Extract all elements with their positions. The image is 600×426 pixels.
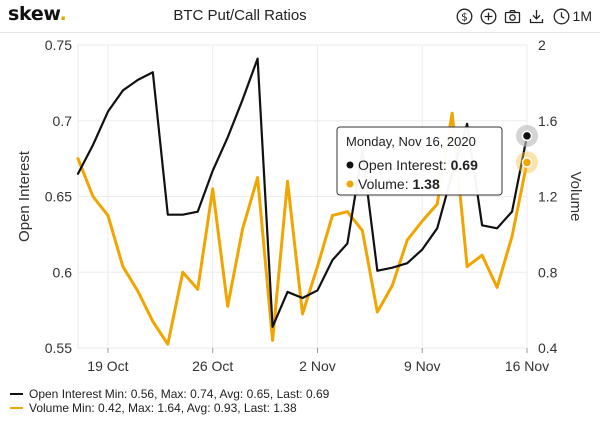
tooltip-oi-row: Open Interest: 0.69 bbox=[358, 157, 478, 173]
download-icon bbox=[529, 9, 544, 23]
legend-label-volume: Volume bbox=[29, 401, 70, 415]
right-axis-tick-label: 1.2 bbox=[538, 189, 558, 205]
left-axis-tick-label: 0.55 bbox=[45, 340, 72, 356]
volume-series-line bbox=[76, 111, 529, 346]
tooltip-date: Monday, Nov 16, 2020 bbox=[346, 134, 476, 149]
svg-text:$: $ bbox=[461, 11, 468, 23]
left-axis-tick-label: 0.6 bbox=[53, 264, 73, 280]
left-axis-tick-label: 0.75 bbox=[45, 37, 72, 53]
chart-title: BTC Put/Call Ratios bbox=[173, 7, 307, 24]
left-axis-tick-label: 0.7 bbox=[53, 113, 73, 129]
add-icon bbox=[480, 8, 497, 24]
legend-stats-volume: Min: 0.42, Max: 1.64, Avg: 0.93, Last: 1… bbox=[72, 401, 297, 415]
time-range-selector[interactable]: 1M bbox=[549, 8, 596, 25]
add-series-button[interactable] bbox=[477, 5, 501, 27]
time-range-label: 1M bbox=[572, 8, 592, 24]
logo-text: skew bbox=[8, 3, 60, 25]
x-axis-tick-label: 16 Nov bbox=[505, 358, 549, 374]
x-axis-tick-label: 9 Nov bbox=[404, 358, 441, 374]
skew-logo[interactable]: skew. bbox=[8, 3, 67, 25]
x-axis-tick-label: 19 Oct bbox=[87, 358, 128, 374]
open-interest-hover-point bbox=[521, 130, 533, 142]
chart-header: skew. BTC Put/Call Ratios $ 1M bbox=[0, 0, 600, 33]
screenshot-button[interactable] bbox=[501, 5, 525, 27]
right-axis-tick-label: 0.8 bbox=[538, 264, 558, 280]
legend-item-volume[interactable]: Volume Min: 0.42, Max: 1.64, Avg: 0.93, … bbox=[10, 401, 329, 415]
put-call-ratio-chart: 0.55 0.6 0.65 0.7 0.75 0.4 0.8 1.2 1.6 2 19 Oct 26 … bbox=[16, 37, 584, 374]
right-axis-tick-label: 0.4 bbox=[538, 340, 558, 356]
dollar-icon: $ bbox=[456, 8, 473, 24]
camera-icon bbox=[504, 9, 521, 23]
volume-hover-point bbox=[521, 157, 533, 168]
currency-toggle-button[interactable]: $ bbox=[453, 5, 477, 27]
left-axis-tick-label: 0.65 bbox=[45, 189, 72, 205]
tooltip-volume-label: Volume: bbox=[358, 176, 412, 192]
tooltip-oi-label: Open Interest: bbox=[358, 157, 451, 173]
clock-icon bbox=[553, 8, 569, 24]
tooltip-volume-value: 1.38 bbox=[412, 176, 439, 192]
legend-label-open-interest: Open Interest bbox=[29, 387, 102, 401]
legend-stats-open-interest: Min: 0.56, Max: 0.74, Avg: 0.65, Last: 0… bbox=[104, 387, 330, 401]
x-axis-tick-label: 26 Oct bbox=[192, 358, 233, 374]
chart-toolbar: $ 1M bbox=[453, 5, 596, 27]
download-button[interactable] bbox=[525, 5, 549, 27]
right-axis-title: Volume bbox=[567, 171, 584, 221]
chart-legend: Open Interest Min: 0.56, Max: 0.74, Avg:… bbox=[10, 387, 329, 415]
right-axis-tick-label: 1.6 bbox=[538, 113, 558, 129]
legend-swatch-open-interest bbox=[10, 393, 23, 395]
legend-swatch-volume bbox=[10, 407, 23, 409]
logo-dot: . bbox=[59, 3, 67, 25]
tooltip-volume-row: Volume: 1.38 bbox=[358, 176, 440, 192]
tooltip-oi-value: 0.69 bbox=[451, 157, 478, 173]
tooltip-oi-marker bbox=[346, 161, 354, 169]
tooltip-box bbox=[336, 126, 503, 196]
x-axis-tick-label: 2 Nov bbox=[299, 358, 336, 374]
legend-item-open-interest[interactable]: Open Interest Min: 0.56, Max: 0.74, Avg:… bbox=[10, 387, 329, 401]
right-axis-tick-label: 2 bbox=[538, 37, 546, 53]
tooltip-volume-marker bbox=[346, 180, 354, 188]
left-axis-title: Open Interest bbox=[16, 150, 33, 242]
